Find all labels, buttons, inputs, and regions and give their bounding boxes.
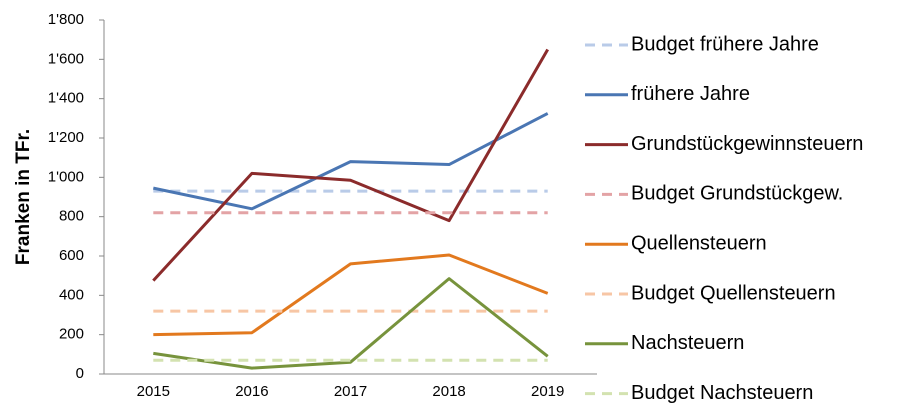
- x-tick-label: 2017: [334, 383, 367, 400]
- x-tick-label: 2015: [137, 383, 170, 400]
- series-line: [152, 48, 549, 282]
- legend-label: Budget Nachsteuern: [631, 382, 813, 404]
- y-tick-label: 400: [59, 286, 84, 303]
- y-tick-label: 200: [59, 326, 84, 343]
- y-tick-label: 1'400: [48, 90, 84, 107]
- legend-label: frühere Jahre: [631, 83, 750, 105]
- series-line: [152, 112, 549, 211]
- legend-label: Nachsteuern: [631, 332, 744, 354]
- x-tick-label: 2018: [432, 383, 465, 400]
- y-axis-label: Franken in TFr.: [13, 129, 34, 265]
- legend-label: Budget frühere Jahre: [631, 33, 819, 55]
- x-tick-label: 2019: [531, 383, 564, 400]
- legend-label: Quellensteuern: [631, 232, 767, 254]
- y-tick-label: 800: [59, 208, 84, 225]
- y-tick-label: 600: [59, 247, 84, 264]
- legend-label: Budget Grundstückgew.: [631, 183, 843, 205]
- legend-label: Grundstückgewinnsteuern: [631, 133, 863, 155]
- x-tick-label: 2016: [235, 383, 268, 400]
- y-tick-label: 1'600: [48, 50, 84, 67]
- legend-label: Budget Quellensteuern: [631, 282, 836, 304]
- y-tick-label: 1'800: [48, 11, 84, 28]
- y-tick-label: 0: [76, 365, 84, 382]
- y-tick-label: 1'200: [48, 129, 84, 146]
- series-line: [153, 253, 549, 337]
- series-line: [153, 277, 549, 370]
- y-tick-label: 1'000: [48, 168, 84, 185]
